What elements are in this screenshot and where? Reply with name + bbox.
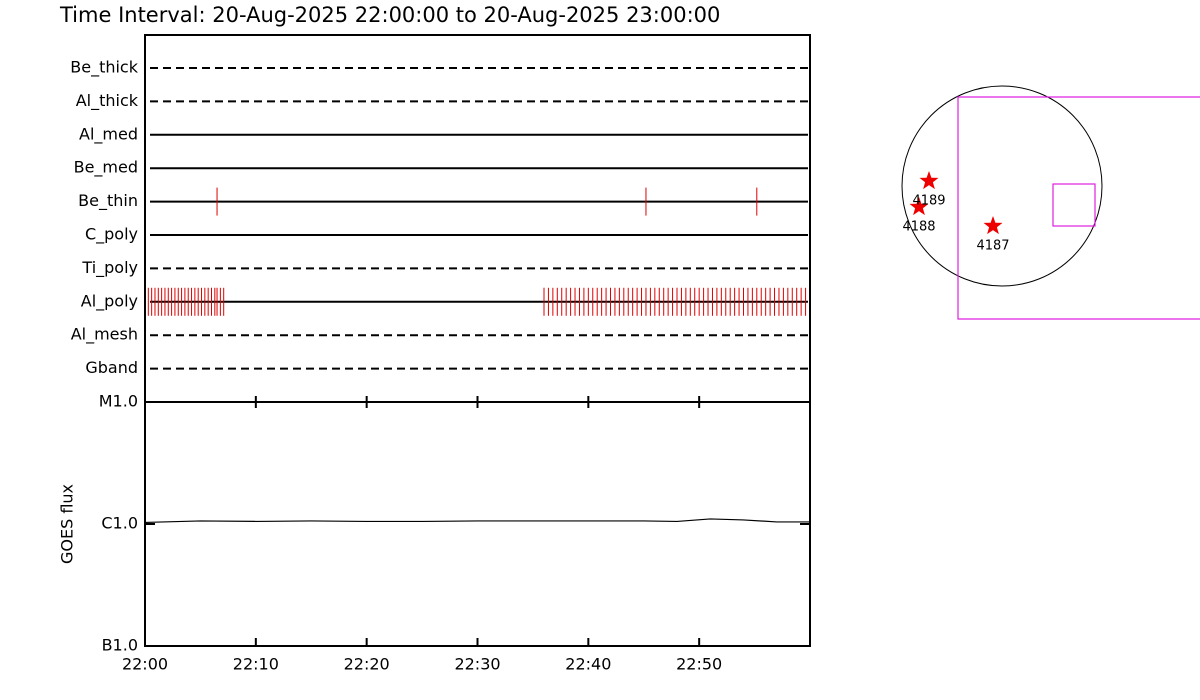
filter-label: Al_mesh — [71, 325, 138, 345]
fov-box — [957, 96, 1200, 320]
filter-label: Al_thick — [76, 91, 139, 111]
x-tick-label: 22:40 — [565, 655, 611, 674]
filter-label: Gband — [85, 358, 138, 377]
filter-label: Al_med — [79, 124, 138, 144]
goes-frame — [144, 401, 811, 647]
filter-label: C_poly — [85, 225, 138, 245]
region-marker — [919, 171, 939, 190]
y-tick-label: M1.0 — [99, 392, 138, 411]
filter-label: Be_med — [74, 158, 138, 178]
solar-disk — [901, 85, 1103, 287]
filter-label: Ti_poly — [81, 258, 138, 278]
chart-title: Time Interval: 20-Aug-2025 22:00:00 to 2… — [59, 3, 720, 27]
x-tick-label: 22:50 — [676, 655, 722, 674]
region-label: 4188 — [902, 220, 935, 235]
filter-label: Be_thick — [70, 58, 138, 78]
x-tick-label: 22:30 — [454, 655, 500, 674]
region-label: 4189 — [912, 194, 945, 209]
goes-line — [144, 518, 810, 524]
timeline-frame — [144, 34, 811, 403]
x-tick-label: 22:00 — [122, 655, 168, 674]
fov-small — [1052, 183, 1096, 227]
region-marker — [983, 216, 1003, 235]
y-tick-label: B1.0 — [102, 636, 138, 655]
region-label: 4187 — [976, 239, 1009, 254]
y-tick-label: C1.0 — [101, 514, 138, 533]
x-tick-label: 22:20 — [344, 655, 390, 674]
y-axis-label: GOES flux — [58, 484, 77, 564]
x-tick-label: 22:10 — [233, 655, 279, 674]
sun-map: 4189 4188 4187 — [901, 85, 1200, 320]
filter-label: Be_thin — [78, 191, 138, 211]
region-marker — [909, 197, 929, 216]
filter-label: Al_poly — [81, 291, 138, 311]
